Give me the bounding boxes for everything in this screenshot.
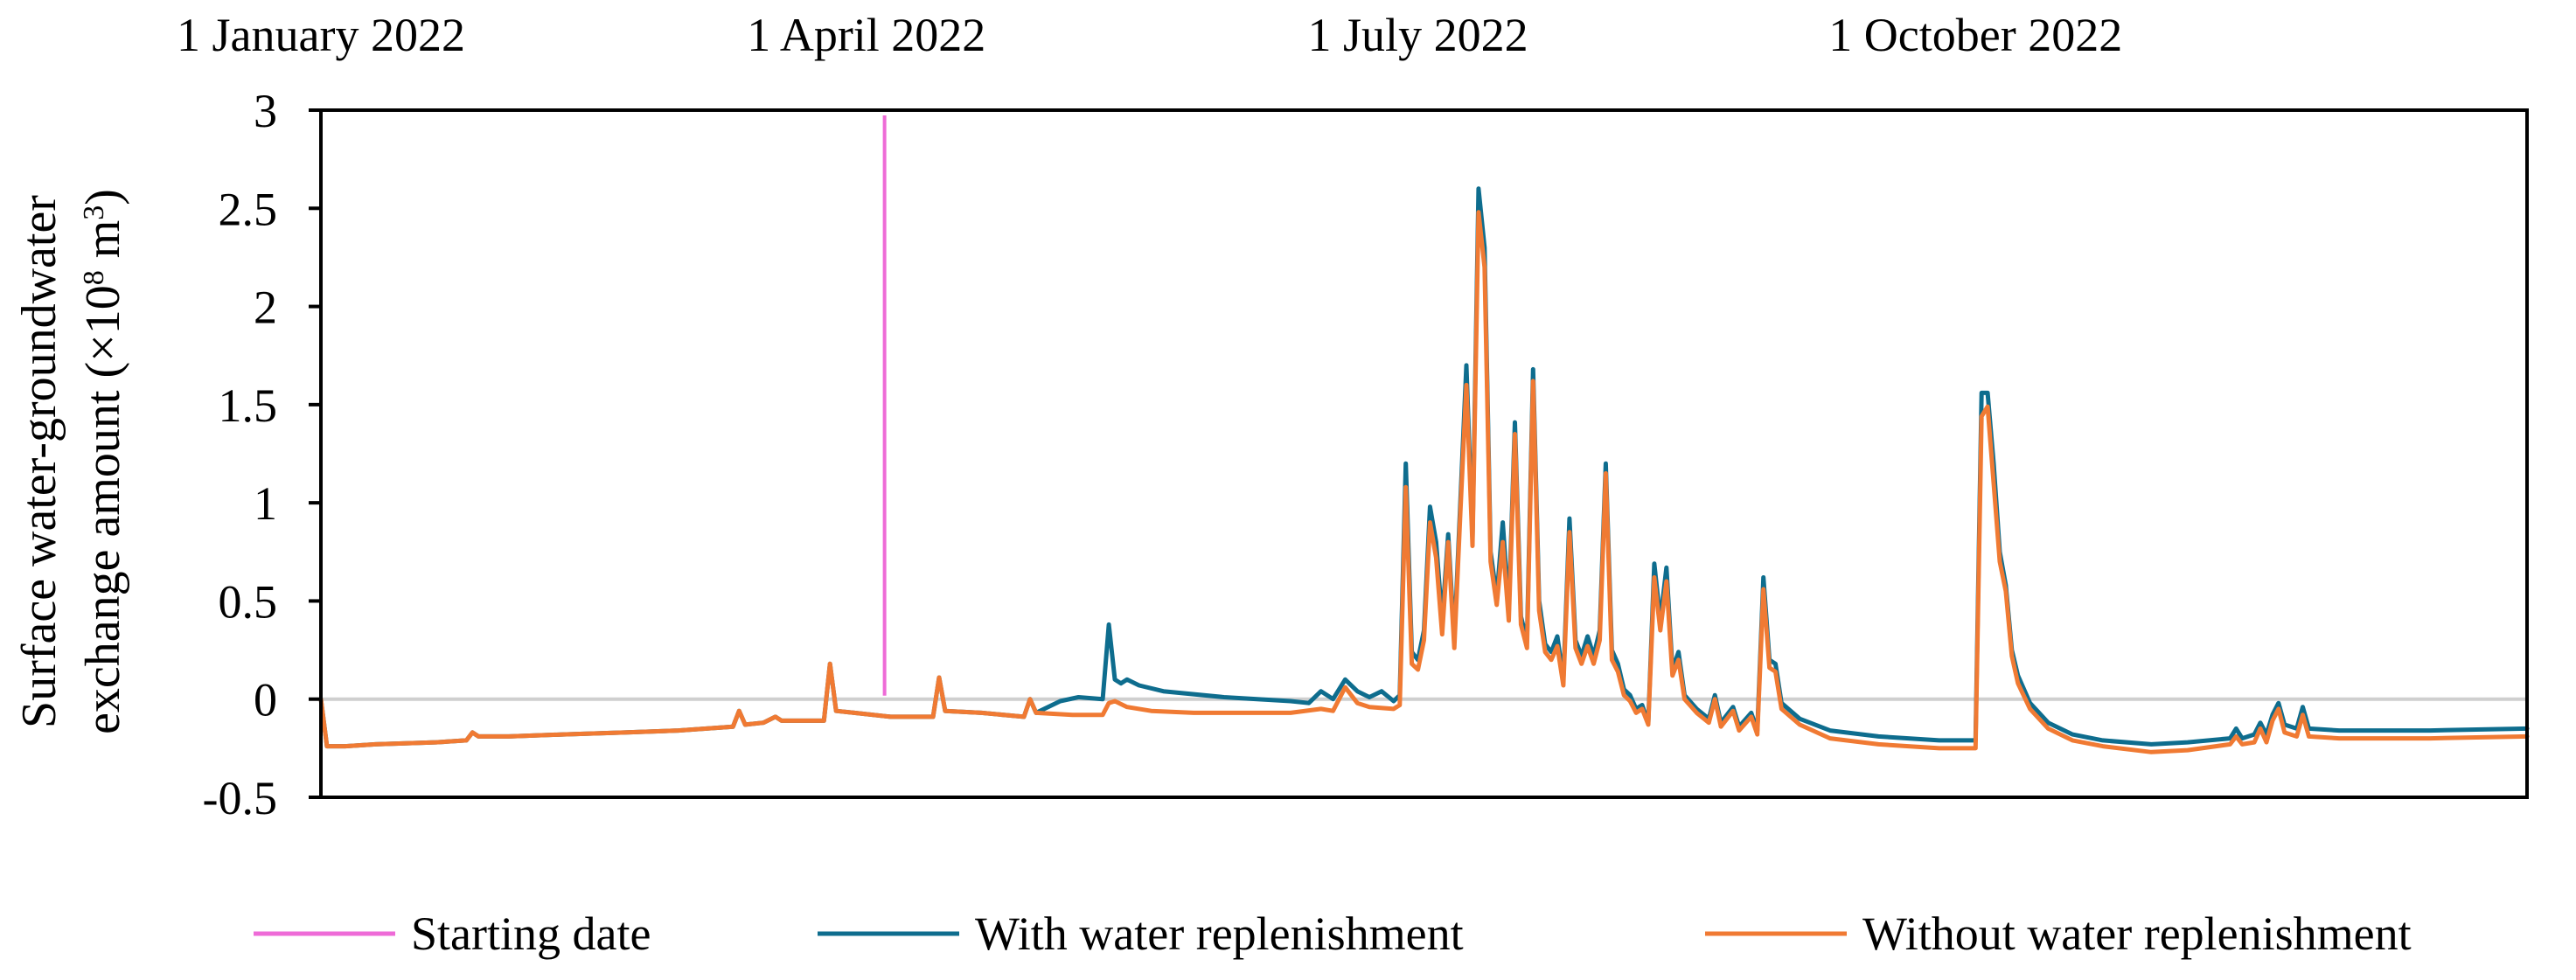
top-axis-date-label: 1 July 2022 (1308, 9, 1528, 61)
legend-label-2: With water replenishment (975, 907, 1464, 960)
legend-label-3: Without water replenishment (1862, 907, 2412, 960)
plot-frame (319, 108, 2529, 799)
y-axis-label-exponent: 8 (78, 270, 110, 285)
y-tick-label: 3 (254, 85, 277, 137)
y-axis-label-line1: Surface water-groundwater (12, 195, 66, 728)
top-axis-date-label: 1 October 2022 (1828, 9, 2122, 61)
y-axis-label-main: exchange amount (×10 (76, 285, 130, 734)
y-axis-label-line2: exchange amount (×108 m3) (76, 189, 130, 734)
y-tick-label: -0.5 (203, 772, 277, 824)
y-tick-label: 0.5 (219, 575, 278, 628)
y-tick-label: 0 (254, 674, 277, 726)
y-axis-label: Surface water-groundwater exchange amoun… (12, 189, 130, 734)
y-axis-label-unit-exponent: 3 (78, 205, 110, 220)
series-line-1 (318, 186, 2530, 749)
series-layer (318, 186, 2530, 754)
y-axis-ticks: 3 2.5 2 1.5 1 0.5 0 -0.5 (203, 85, 321, 824)
series-line-2 (318, 210, 2530, 754)
legend-label-1: Starting date (411, 907, 651, 960)
legend: Starting date With water replenishment Wit… (254, 907, 2412, 960)
top-axis-date-label: 1 January 2022 (177, 9, 465, 61)
top-axis-date-label: 1 April 2022 (747, 9, 985, 61)
y-tick-label: 2 (254, 281, 277, 334)
y-tick-label: 2.5 (219, 183, 278, 235)
plot-area (318, 108, 2530, 799)
top-axis-labels: 1 January 2022 1 April 2022 1 July 2022 1 O… (177, 9, 2122, 61)
y-axis-label-unit: m (76, 220, 130, 271)
y-axis-label-close: ) (76, 189, 130, 205)
y-tick-label: 1.5 (219, 379, 278, 432)
y-tick-label: 1 (254, 477, 277, 530)
